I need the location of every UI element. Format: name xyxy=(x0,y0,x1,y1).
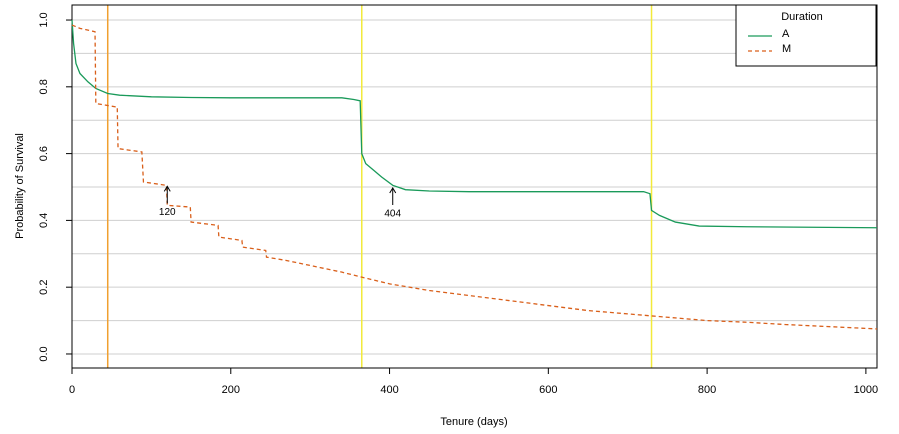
arrow-head xyxy=(389,187,397,194)
plot-frame xyxy=(71,4,878,369)
survival-line xyxy=(71,24,878,330)
y-tick-label: 0.2 xyxy=(38,280,50,295)
x-tick-label: 0 xyxy=(69,384,75,396)
annotation-label: 404 xyxy=(384,209,401,220)
x-tick-label: 400 xyxy=(380,384,398,396)
y-tick-label: 0.0 xyxy=(38,346,50,361)
y-tick-label: 0.4 xyxy=(38,213,50,228)
legend-title: Duration xyxy=(781,11,823,23)
arrow-head xyxy=(163,185,171,192)
y-tick-label: 0.6 xyxy=(38,146,50,161)
x-tick-label: 1000 xyxy=(854,384,878,396)
survival-line xyxy=(71,19,878,229)
y-tick-label: 0.8 xyxy=(38,79,50,94)
x-tick-label: 200 xyxy=(222,384,240,396)
x-tick-label: 600 xyxy=(539,384,557,396)
legend-label: A xyxy=(782,28,790,40)
x-axis-label: Tenure (days) xyxy=(440,416,507,428)
annotation-label: 120 xyxy=(159,207,176,218)
y-axis-label: Probability of Survival xyxy=(14,133,26,239)
x-tick-label: 800 xyxy=(698,384,716,396)
y-tick-label: 1.0 xyxy=(38,12,50,27)
legend-label: M xyxy=(782,43,791,55)
